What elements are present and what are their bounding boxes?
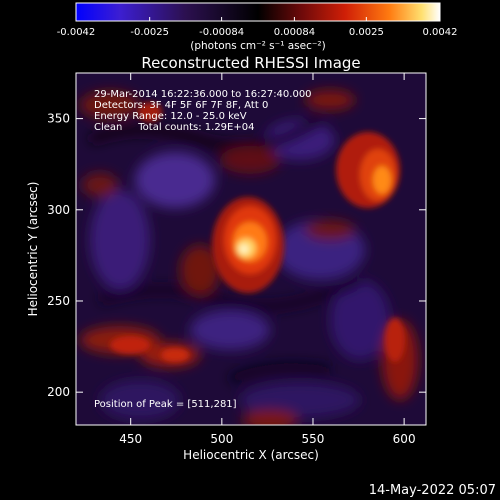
image-frame (75, 72, 427, 426)
info-line-detectors: Detectors: 3F 4F 5F 6F 7F 8F, Att 0 (94, 100, 268, 111)
x-axis-label: Heliocentric X (arcsec) (183, 448, 319, 462)
image-info: 29-Mar-2014 16:22:36.000 to 16:27:40.000… (94, 89, 312, 410)
colorbar-gradient (75, 2, 441, 22)
colorbar: -0.0042 -0.0025 -0.00084 0.00084 0.0025 0.004… (57, 2, 458, 52)
y-axis-ticks: 200 250 300 350 (47, 112, 426, 399)
x-tick-label: 450 (119, 432, 142, 446)
y-tick-label: 250 (47, 294, 70, 308)
colorbar-ticks: -0.0042 -0.0025 -0.00084 0.00084 0.0025 0.004… (57, 17, 458, 38)
x-tick-label: 600 (393, 432, 416, 446)
y-axis-label: Heliocentric Y (arcsec) (26, 182, 40, 317)
info-line-time: 29-Mar-2014 16:22:36.000 to 16:27:40.000 (94, 89, 312, 100)
info-line-energy: Energy Range: 12.0 - 25.0 keV (94, 111, 247, 122)
colorbar-tick-label: 0.0042 (423, 27, 458, 38)
image-title: Reconstructed RHESSI Image (141, 54, 360, 72)
colorbar-tick-label: -0.0025 (130, 27, 169, 38)
peak-position-label: Position of Peak = [511,281] (94, 399, 237, 410)
y-tick-label: 350 (47, 112, 70, 126)
x-tick-label: 550 (302, 432, 325, 446)
colorbar-tick-label: 0.0025 (349, 27, 384, 38)
y-tick-label: 200 (47, 385, 70, 399)
x-tick-label: 500 (210, 432, 233, 446)
colorbar-tick-label: -0.0042 (57, 27, 96, 38)
colorbar-tick-label: 0.00084 (274, 27, 315, 38)
info-line-counts: Clean Total counts: 1.29E+04 (94, 122, 254, 133)
y-tick-label: 300 (47, 203, 70, 217)
colorbar-unit-label: (photons cm⁻² s⁻¹ asec⁻²) (190, 40, 325, 52)
footer-date: 14-May-2022 05:07 (369, 483, 496, 498)
x-axis-ticks: 450 500 550 600 (119, 73, 416, 446)
rhessi-image (76, 73, 426, 425)
colorbar-tick-label: -0.00084 (199, 27, 244, 38)
